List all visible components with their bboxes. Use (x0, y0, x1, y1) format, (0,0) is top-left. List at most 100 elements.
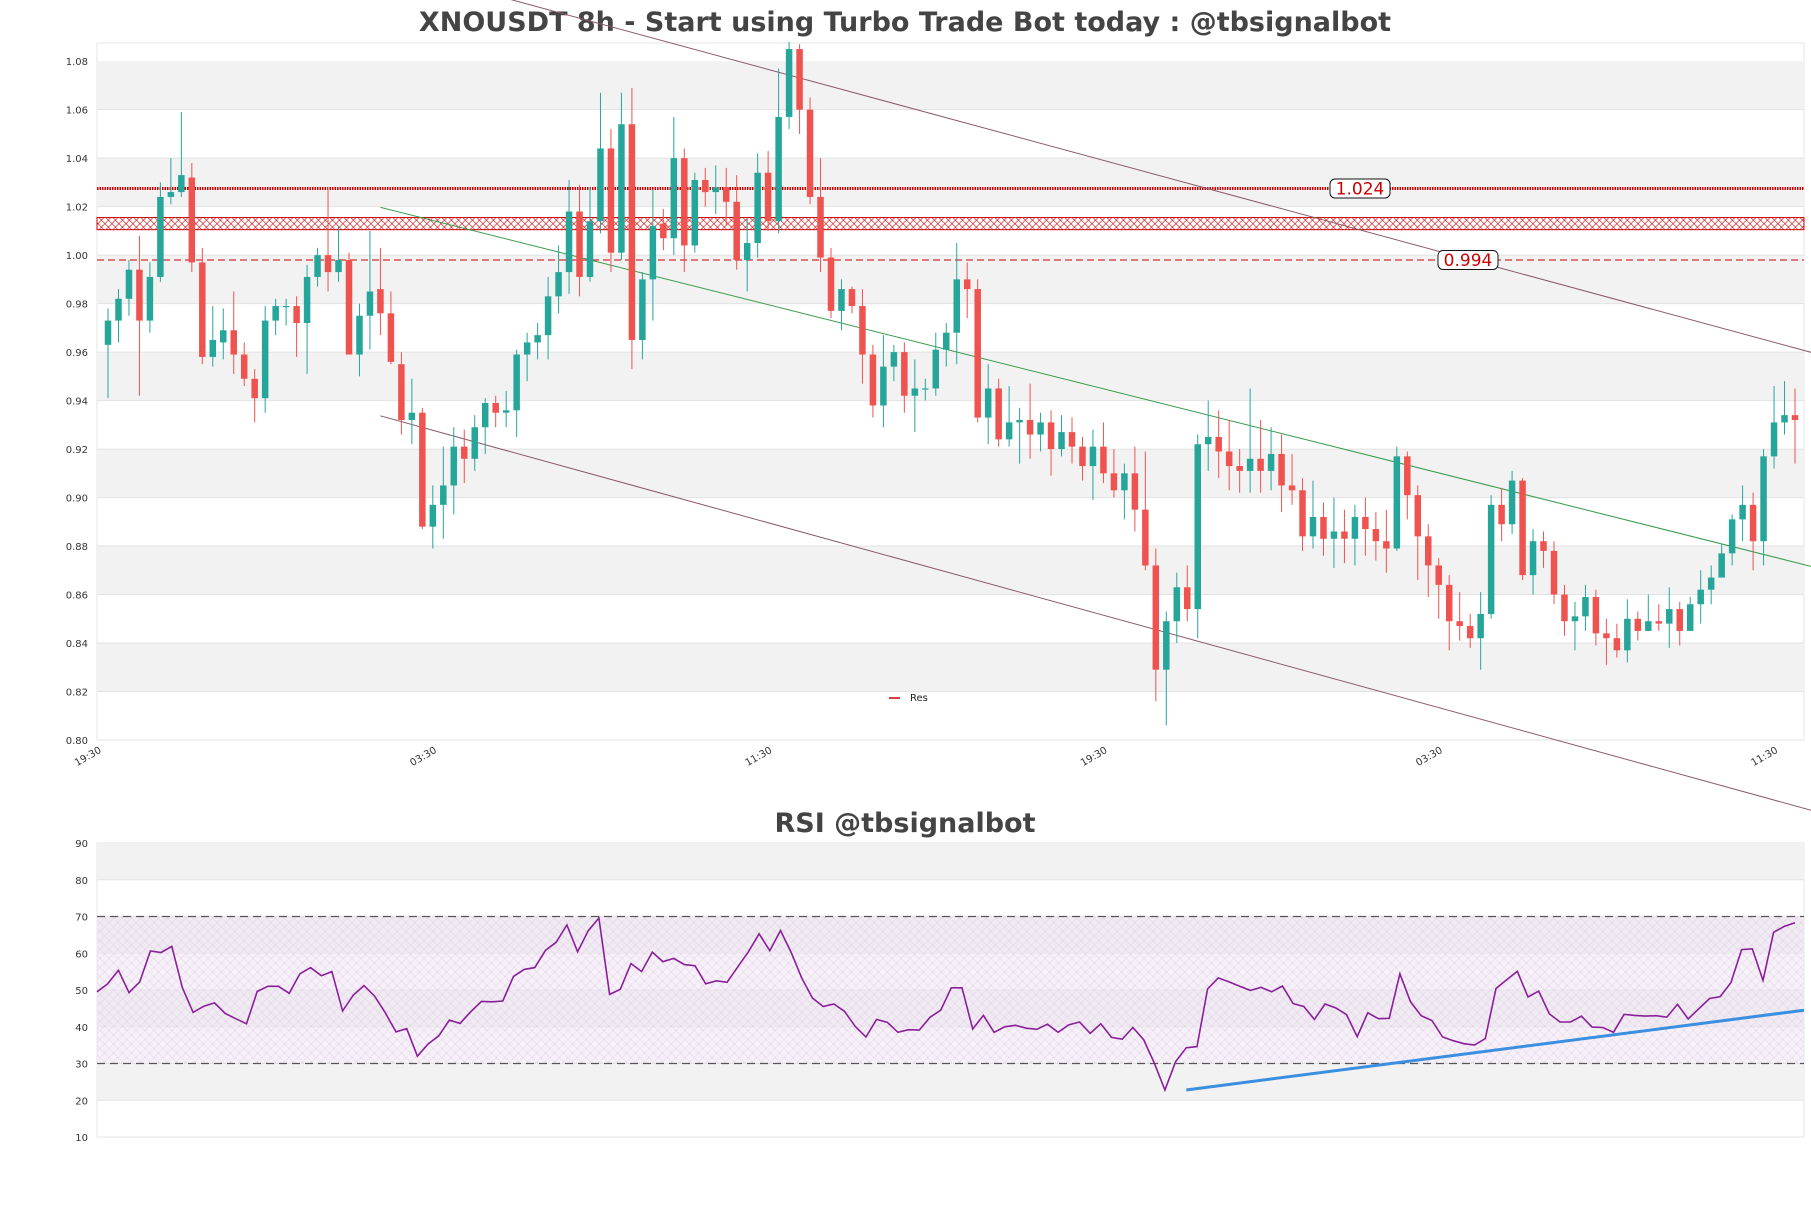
candle-body (1456, 621, 1463, 627)
zone-hatch-line (1148, 217, 1162, 230)
candle-body (1666, 609, 1673, 624)
candle-body (586, 221, 594, 277)
candle-up (890, 344, 898, 382)
candle-body (1676, 609, 1683, 631)
rsi-hatch-line (1659, 916, 1805, 1061)
zone-hatch-line (1792, 217, 1805, 229)
zone-hatch-line (1743, 217, 1757, 230)
candle-down (1414, 485, 1422, 580)
price-x-tick-label: 03:30 (408, 745, 438, 769)
candle-down (974, 279, 981, 423)
zone-hatch-line (238, 217, 252, 230)
rsi-hatch-line (489, 916, 638, 1064)
zone-hatch-line (966, 217, 980, 230)
candle-body (911, 388, 919, 396)
candle-down (607, 129, 615, 273)
candle-up (104, 308, 112, 399)
rsi-hatch-line (1335, 916, 1484, 1064)
zone-hatch-line (1799, 217, 1805, 222)
zone-hatch-line (1652, 217, 1666, 230)
zone-hatch-line (742, 217, 756, 230)
candle-body (1739, 504, 1746, 520)
level-label-text: 1.024 (1336, 179, 1385, 199)
candle-body (157, 196, 164, 277)
zone-hatch-line (252, 217, 266, 230)
price-band (97, 158, 1804, 207)
rsi-hatch-line (318, 916, 467, 1064)
price-trendlines (380, 0, 1811, 811)
zone-hatch-line (1141, 217, 1155, 230)
zone-hatch-line (245, 217, 259, 230)
candle-body (440, 485, 447, 505)
zone-hatch-line (784, 217, 798, 230)
candle-down (1404, 451, 1411, 520)
candle-down (1655, 604, 1663, 631)
candle-up (1121, 463, 1128, 520)
zone-hatch-line (917, 217, 931, 230)
candle-body (1173, 587, 1181, 622)
candle-down (1676, 601, 1683, 646)
candle-body (1320, 516, 1327, 539)
zone-hatch-line (1351, 217, 1365, 230)
candle-body (1047, 422, 1055, 450)
rsi-hatch-line (1695, 955, 1805, 1064)
price-y-tick-label: 1.04 (66, 154, 88, 165)
candle-down (1445, 575, 1453, 651)
candle-body (607, 148, 615, 253)
zone-hatch-line (343, 217, 357, 230)
rsi-hatch-line (264, 916, 413, 1064)
rsi-hatch-line (1164, 916, 1313, 1064)
candle-down (1131, 446, 1139, 532)
candle-down (681, 148, 688, 273)
zone-hatch-line (406, 217, 420, 230)
candle-body (251, 378, 258, 399)
candle-up (1697, 570, 1704, 624)
candle-down (1288, 453, 1296, 505)
candle-up (1781, 381, 1788, 435)
candle-down (1466, 613, 1474, 648)
rsi-zone-hatch (96, 916, 1805, 1064)
candle-down (1079, 436, 1086, 481)
candle-up (314, 247, 321, 287)
candle-body (1770, 422, 1778, 457)
candle-body (1110, 473, 1118, 491)
rsi-hatch-line (831, 916, 980, 1064)
rsi-hatch-line (1209, 916, 1358, 1064)
candle-body (1414, 495, 1422, 537)
rsi-hatch-line (840, 916, 989, 1064)
zone-hatch-line (539, 217, 553, 230)
candle-up (523, 332, 531, 382)
rsi-hatch-line (96, 916, 233, 1052)
legend: Res (889, 693, 928, 704)
candle-up (1204, 400, 1212, 471)
zone-hatch-line (1526, 217, 1540, 230)
rsi-hatch-line (138, 916, 287, 1064)
rsi-hatch-line (111, 916, 260, 1064)
candle-body (1519, 480, 1526, 576)
candle-up (1477, 592, 1484, 670)
rsi-reference-lines (97, 915, 1804, 1065)
candle-down (1498, 487, 1505, 542)
candle-body (1204, 436, 1212, 445)
candle-body (1624, 618, 1631, 651)
price-y-tick-label: 0.84 (66, 639, 88, 650)
rsi-y-axis: 10 20 30 40 50 60 70 80 90 (75, 839, 88, 1144)
rsi-hatch-line (417, 916, 566, 1064)
candle-up (943, 323, 950, 367)
zone-hatch-line (266, 217, 280, 230)
zone-hatch-line (1456, 217, 1470, 230)
rsi-hatch-line (651, 916, 800, 1064)
candle-down (240, 342, 248, 387)
candle-up (984, 364, 992, 445)
rsi-hatch-line (588, 916, 737, 1064)
candle-body (712, 187, 719, 193)
rsi-hatch-line (1623, 916, 1772, 1064)
zone-hatch-line (1715, 217, 1729, 230)
zone-hatch-line (721, 217, 735, 230)
rsi-hatch-line (579, 916, 728, 1064)
rsi-hatch-line (1479, 916, 1628, 1064)
rsi-y-tick-label: 60 (75, 949, 88, 960)
zone-hatch-line (1386, 217, 1400, 230)
candle-up (1246, 388, 1254, 493)
candle-down (660, 209, 667, 251)
